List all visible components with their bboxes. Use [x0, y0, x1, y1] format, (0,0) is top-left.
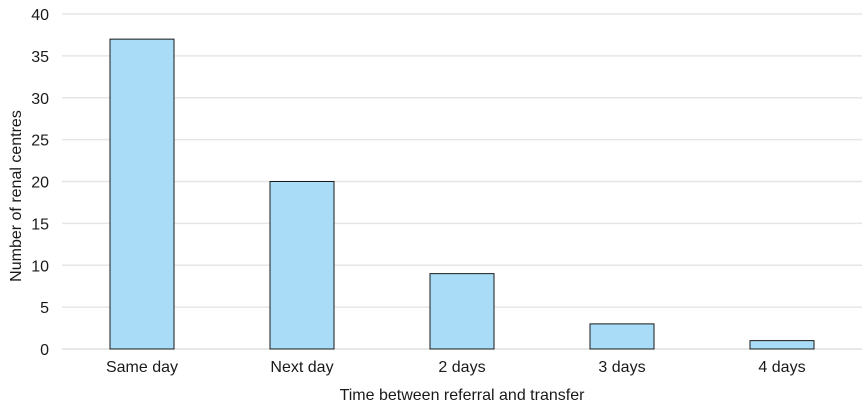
bar-next-day: [269, 181, 335, 350]
x-tick-labels: Same day Next day 2 days 3 days 4 days: [106, 359, 806, 376]
y-tick-label: 30: [31, 91, 49, 108]
y-tick-label: 5: [40, 300, 49, 317]
x-tick-label: 3 days: [598, 359, 645, 376]
bar-4-days: [749, 340, 815, 350]
y-axis-title: Number of renal centres: [8, 110, 25, 282]
bar-2-days: [429, 273, 495, 350]
y-tick-label: 10: [31, 258, 49, 275]
bars: [109, 38, 815, 350]
x-tick-label: Next day: [270, 359, 333, 376]
bar-3-days: [589, 323, 655, 350]
y-tick-label: 40: [31, 7, 49, 24]
y-tick-label: 20: [31, 175, 49, 192]
bar-same-day: [109, 38, 175, 350]
y-tick-label: 25: [31, 133, 49, 150]
x-tick-label: 2 days: [438, 359, 485, 376]
x-tick-label: Same day: [106, 359, 178, 376]
x-axis-title: Time between referral and transfer: [340, 387, 586, 404]
y-tick-label: 35: [31, 49, 49, 66]
y-tick-label: 0: [40, 342, 49, 359]
y-tick-label: 15: [31, 216, 49, 233]
y-tick-labels: 0 5 10 15 20 25 30 35 40: [31, 7, 49, 359]
x-tick-label: 4 days: [758, 359, 805, 376]
